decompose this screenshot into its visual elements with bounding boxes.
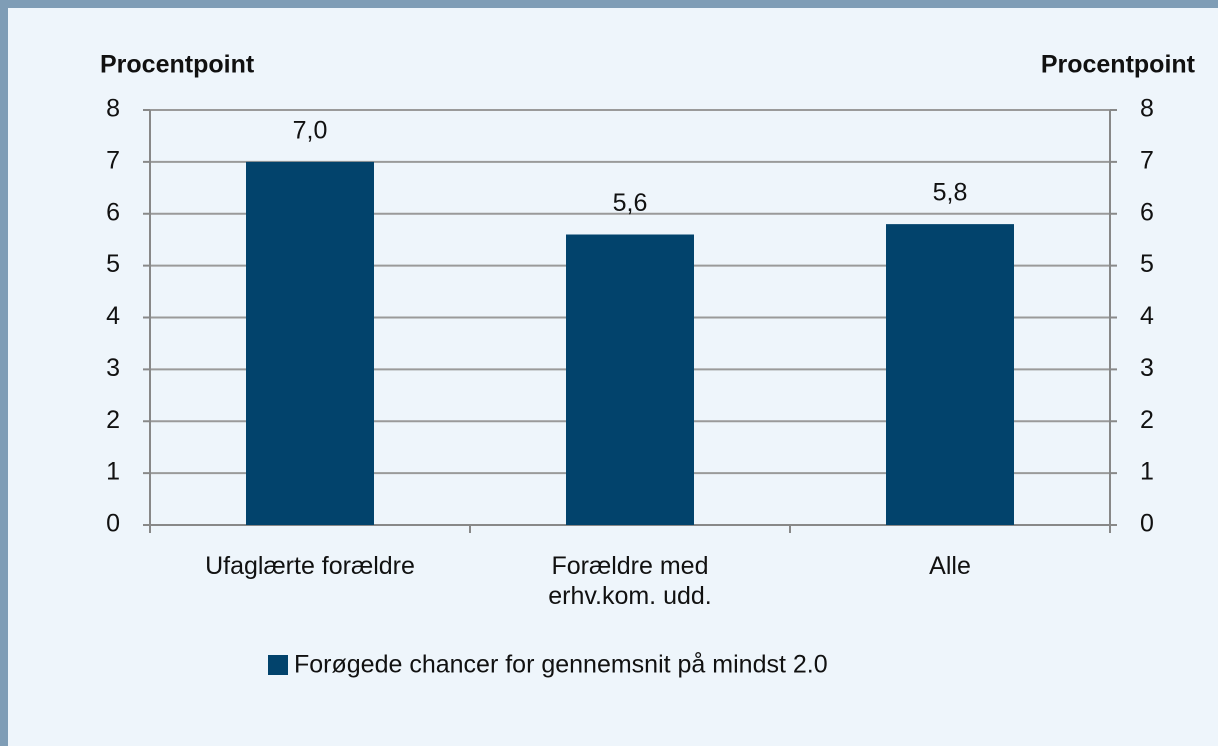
y2-tick-label: 6 [1140,198,1154,226]
y2-tick-label: 8 [1140,95,1154,123]
bar [246,161,374,525]
y-tick-label: 6 [106,198,120,226]
y-axis-title: Procentpoint [100,51,255,79]
y-tick-label: 2 [106,406,120,434]
bar [886,224,1014,525]
value-label: 5,8 [933,179,968,207]
y2-tick-label: 0 [1140,510,1154,538]
y2-tick-label: 1 [1140,458,1154,486]
y2-tick-label: 5 [1140,250,1154,278]
y2-tick-label: 3 [1140,354,1154,382]
y-tick-label: 7 [106,146,120,174]
y-tick-label: 8 [106,95,120,123]
y-tick-label: 3 [106,354,120,382]
x-tick-label: Forældre med erhv.kom. udd. [548,552,712,610]
legend-swatch [268,655,288,675]
y2-tick-label: 2 [1140,406,1154,434]
y-tick-label: 1 [106,458,120,486]
y-tick-label: 4 [106,302,120,330]
x-tick-label: Ufaglærte forældre [205,552,415,580]
value-label: 7,0 [293,116,328,144]
bar [566,234,694,525]
y-tick-label: 0 [106,510,120,538]
x-tick-label: Alle [929,552,971,580]
value-label: 5,6 [613,189,648,217]
y-tick-label: 5 [106,250,120,278]
legend-label: Forøgede chancer for gennemsnit på minds… [294,651,828,679]
y2-tick-label: 4 [1140,302,1154,330]
y2-tick-label: 7 [1140,146,1154,174]
y2-axis-title: Procentpoint [1041,51,1196,79]
